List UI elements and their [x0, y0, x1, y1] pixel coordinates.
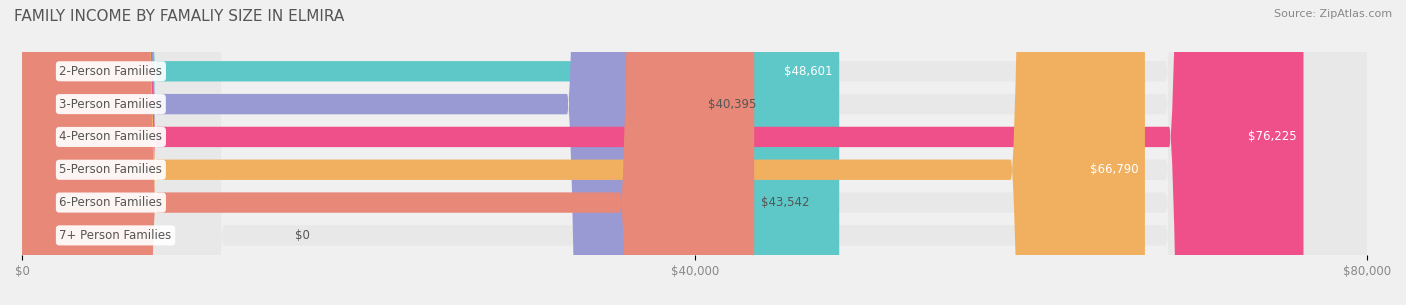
FancyBboxPatch shape [22, 0, 839, 305]
Text: $48,601: $48,601 [785, 65, 832, 78]
FancyBboxPatch shape [22, 0, 1367, 305]
FancyBboxPatch shape [22, 0, 754, 305]
Text: 5-Person Families: 5-Person Families [59, 163, 162, 176]
Text: 3-Person Families: 3-Person Families [59, 98, 162, 111]
FancyBboxPatch shape [22, 0, 1144, 305]
Text: $0: $0 [295, 229, 309, 242]
FancyBboxPatch shape [22, 0, 1303, 305]
Text: $43,542: $43,542 [761, 196, 810, 209]
FancyBboxPatch shape [22, 0, 1367, 305]
FancyBboxPatch shape [22, 0, 702, 305]
Text: FAMILY INCOME BY FAMALIY SIZE IN ELMIRA: FAMILY INCOME BY FAMALIY SIZE IN ELMIRA [14, 9, 344, 24]
Text: $66,790: $66,790 [1090, 163, 1139, 176]
FancyBboxPatch shape [22, 0, 1367, 305]
Text: $76,225: $76,225 [1249, 131, 1296, 143]
FancyBboxPatch shape [22, 0, 1367, 305]
Text: 7+ Person Families: 7+ Person Families [59, 229, 172, 242]
Text: $40,395: $40,395 [709, 98, 756, 111]
FancyBboxPatch shape [22, 0, 1367, 305]
Text: 4-Person Families: 4-Person Families [59, 131, 163, 143]
Text: Source: ZipAtlas.com: Source: ZipAtlas.com [1274, 9, 1392, 19]
FancyBboxPatch shape [22, 0, 1367, 305]
Text: 6-Person Families: 6-Person Families [59, 196, 163, 209]
Text: 2-Person Families: 2-Person Families [59, 65, 163, 78]
